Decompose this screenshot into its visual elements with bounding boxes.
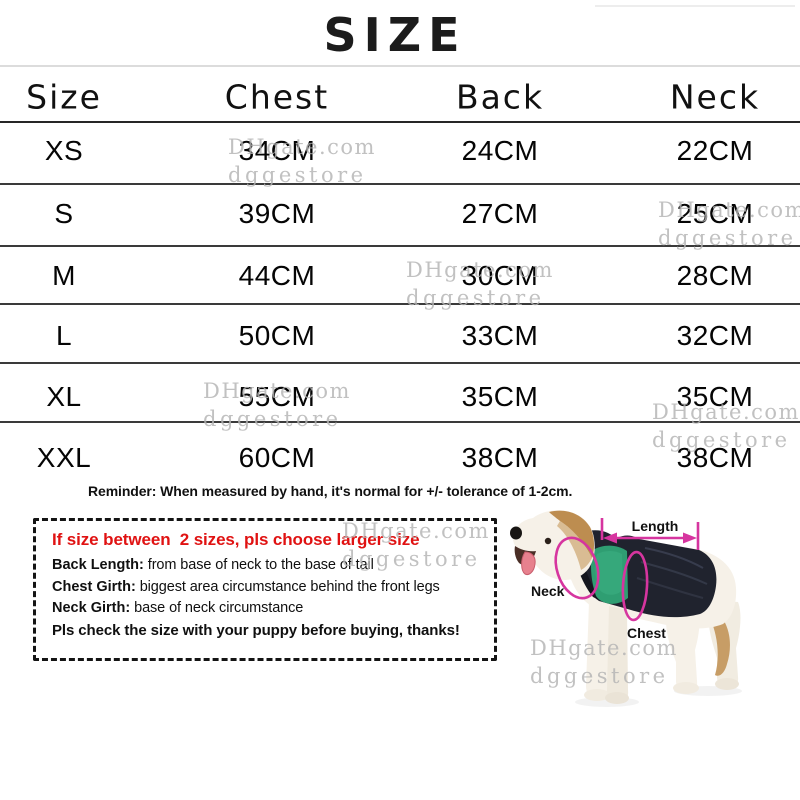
neck-girth-text: base of neck circumstance [130,600,304,616]
cell-neck: 38CM [676,442,754,473]
cell-neck: 28CM [676,260,754,291]
row-divider [0,183,800,185]
cell-size: S [54,198,74,229]
back-length-label: Back Length: [52,557,144,573]
chest-label: Chest [627,625,666,641]
cell-neck: 32CM [676,320,754,351]
dog-front-leg [586,602,610,697]
cell-back: 35CM [461,381,539,412]
cell-chest: 55CM [238,381,316,412]
cell-back: 38CM [461,442,539,473]
neck-girth-label: Neck Girth: [52,600,131,616]
cell-back: 24CM [461,135,539,166]
cell-back: 30CM [461,260,539,291]
cell-chest: 44CM [238,260,316,291]
dog-eye [544,537,552,545]
header-neck: Neck [669,77,761,117]
header-size: Size [26,77,102,117]
cell-size: L [55,320,73,351]
length-label: Length [632,518,679,534]
neck-girth-definition: Neck Girth: base of neck circumstance [52,600,484,616]
check-size-note: Pls check the size with your puppy befor… [52,621,460,639]
chest-girth-definition: Chest Girth: biggest area circumstance b… [52,579,484,595]
cell-back: 33CM [461,320,539,351]
back-length-text: from base of neck to the base of tail [143,557,374,573]
cell-back: 27CM [461,198,539,229]
arrowhead-left [603,532,617,544]
dog-ear [549,510,595,558]
dog-nose [510,526,522,540]
back-length-definition: Back Length: from base of neck to the ba… [52,557,484,573]
cell-neck: 25CM [676,198,754,229]
dog-tail [710,612,730,676]
row-divider [0,421,800,423]
cell-chest: 39CM [238,198,316,229]
dog-measurement-diagram: Length Neck Chest [510,510,742,707]
cell-neck: 22CM [676,135,754,166]
size-advice-headline: If size between 2 sizes, pls choose larg… [52,530,420,549]
measurement-annotations [554,518,700,622]
cell-chest: 60CM [238,442,316,473]
chest-girth-label: Chest Girth: [52,578,136,595]
tolerance-reminder: Reminder: When measured by hand, it's no… [88,483,573,499]
neck-label: Neck [531,583,565,599]
sizing-info-box: If size between 2 sizes, pls choose larg… [33,518,497,661]
row-divider [0,362,800,364]
top-edge-line [595,5,795,7]
title-divider [0,65,800,67]
dog-tongue [521,551,536,575]
arrowhead-right [683,532,697,544]
header-back: Back [455,77,545,117]
chest-measure-ellipse [621,550,649,622]
cell-size: XS [44,135,84,166]
cell-size: M [52,260,76,291]
chest-girth-text: biggest area circumstance behind the fro… [135,578,440,595]
dog-front-leg [607,606,629,700]
row-divider [0,245,800,247]
header-divider [0,121,800,123]
header-chest: Chest [224,77,330,117]
cell-neck: 35CM [676,381,754,412]
cell-size: XXL [36,442,92,473]
row-divider [0,303,800,305]
page-title: SIZE [323,8,467,62]
cell-size: XL [46,381,82,412]
cell-chest: 50CM [238,320,316,351]
neck-measure-ellipse [554,536,600,600]
cell-chest: 34CM [238,135,316,166]
